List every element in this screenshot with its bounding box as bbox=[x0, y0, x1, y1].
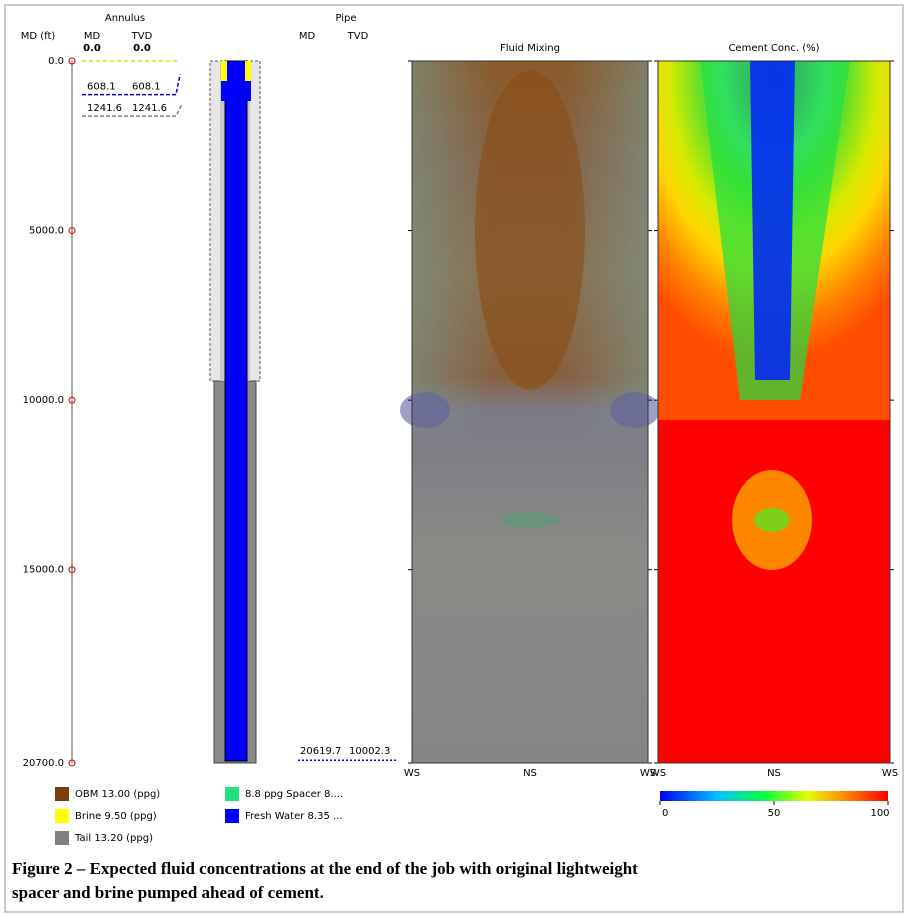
annulus-md: MD bbox=[84, 31, 101, 42]
colorbar-tick-label: 100 bbox=[870, 808, 889, 819]
annulus-tvd: TVD bbox=[131, 31, 153, 42]
y-tick-label: 15000.0 bbox=[23, 565, 64, 576]
pipe-bottom-md: 20619.7 bbox=[300, 746, 341, 757]
marker-tvd: 608.1 bbox=[132, 82, 161, 93]
x-tick-label: WS bbox=[882, 768, 898, 779]
annulus-tvd-top: 0.0 bbox=[133, 43, 151, 54]
panel-border bbox=[411, 60, 649, 764]
fluid-mixing-map bbox=[400, 61, 660, 763]
marker-tvd: 1241.6 bbox=[132, 103, 167, 114]
legend-swatch bbox=[55, 787, 69, 801]
annulus-title: Annulus bbox=[105, 13, 145, 24]
marker-md: 1241.6 bbox=[87, 103, 122, 114]
y-tick-mark bbox=[68, 396, 76, 404]
x-tick-label: NS bbox=[767, 768, 781, 779]
x-tick-label: WS bbox=[640, 768, 656, 779]
legend-swatch bbox=[225, 809, 239, 823]
colorbar-tick-label: 50 bbox=[768, 808, 781, 819]
y-tick-mark bbox=[68, 57, 76, 65]
legend-label: OBM 13.00 (ppg) bbox=[75, 789, 160, 800]
x-tick-label: WS bbox=[650, 768, 666, 779]
panel-title: Cement Conc. (%) bbox=[728, 43, 819, 54]
pipe-md: MD bbox=[299, 31, 316, 42]
colorbar bbox=[660, 791, 888, 801]
pipe-title: Pipe bbox=[335, 13, 356, 24]
cement-conc-map bbox=[658, 61, 890, 763]
y-tick-mark bbox=[68, 227, 76, 235]
annulus-md-top: 0.0 bbox=[83, 43, 101, 54]
y-tick-mark bbox=[68, 759, 76, 767]
legend-label: 8.8 ppg Spacer 8.... bbox=[245, 789, 343, 800]
legend-label: Fresh Water 8.35 ... bbox=[245, 811, 343, 822]
y-tick-label: 10000.0 bbox=[23, 395, 64, 406]
panel-title: Fluid Mixing bbox=[500, 43, 560, 54]
pipe-tvd: TVD bbox=[347, 31, 369, 42]
colorbar-tick-label: 0 bbox=[662, 808, 668, 819]
x-tick-label: WS bbox=[404, 768, 420, 779]
caption-line: Figure 2 – Expected fluid concentrations… bbox=[12, 859, 638, 878]
frame bbox=[4, 4, 904, 913]
caption-line: spacer and brine pumped ahead of cement. bbox=[12, 883, 324, 902]
legend-swatch bbox=[55, 831, 69, 845]
legend-label: Tail 13.20 (ppg) bbox=[74, 833, 153, 844]
legend-swatch bbox=[225, 787, 239, 801]
y-tick-mark bbox=[68, 566, 76, 574]
md-units: MD (ft) bbox=[21, 31, 56, 42]
pipe-bottom-tvd: 10002.3 bbox=[349, 746, 390, 757]
marker-line bbox=[82, 103, 183, 117]
marker-md: 608.1 bbox=[87, 82, 116, 93]
y-tick-label: 20700.0 bbox=[23, 758, 64, 769]
y-tick-label: 0.0 bbox=[48, 56, 64, 67]
marker-line bbox=[82, 74, 181, 96]
legend-label: Brine 9.50 (ppg) bbox=[75, 811, 157, 822]
x-tick-label: NS bbox=[523, 768, 537, 779]
y-tick-label: 5000.0 bbox=[29, 226, 64, 237]
panel-border bbox=[657, 60, 891, 764]
wellbore bbox=[209, 60, 261, 764]
legend-swatch bbox=[55, 809, 69, 823]
